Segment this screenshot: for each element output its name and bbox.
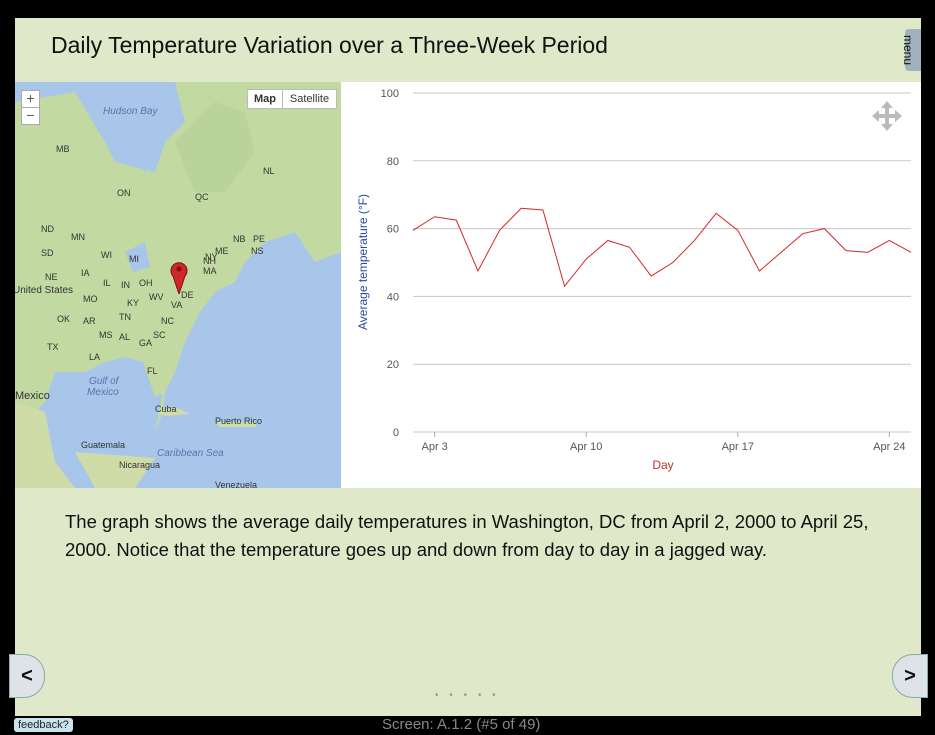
menu-tab[interactable]: menu (901, 29, 921, 71)
series-line (412, 207, 912, 288)
map-label: SC (153, 330, 166, 340)
map-label: NS (251, 246, 264, 256)
y-axis-ticks: 0 20 40 60 80 100 (381, 88, 399, 439)
map-label: MA (203, 266, 217, 276)
map-label: NC (161, 316, 174, 326)
page-title: Daily Temperature Variation over a Three… (51, 32, 608, 58)
y-tick-label: 100 (381, 88, 399, 100)
map-label: NY (205, 252, 218, 262)
map-label: MO (83, 294, 98, 304)
map-label-united-states: United States (15, 285, 74, 296)
map-label: VA (171, 300, 183, 310)
temperature-chart: 0 20 40 60 80 100 Apr 3 Apr 10 Apr 17 Apr 24 Day… (356, 88, 912, 472)
map-label-nicaragua: Nicaragua (119, 460, 161, 470)
chart-panel: 0 20 40 60 80 100 Apr 3 Apr 10 Apr 17 Apr 24 Day… (341, 82, 921, 488)
x-tick-label: Apr 3 (422, 441, 448, 453)
prev-button[interactable]: < (9, 654, 45, 698)
map-label: IL (103, 278, 111, 288)
satellite-view-button[interactable]: Satellite (282, 89, 337, 109)
map-land (15, 82, 341, 488)
map-label-caribbean: Caribbean Sea (157, 448, 224, 459)
map-label: QC (195, 192, 209, 202)
y-tick-label: 20 (387, 359, 399, 371)
map-label: MS (99, 330, 113, 340)
map-label: AR (83, 316, 96, 326)
map-label: DE (181, 290, 194, 300)
feedback-button[interactable]: feedback? (14, 718, 73, 732)
map-view-button[interactable]: Map (247, 89, 283, 109)
map-label: OH (139, 278, 153, 288)
x-axis-label: Day (652, 458, 673, 472)
lesson-frame: Daily Temperature Variation over a Three… (9, 18, 928, 716)
zoom-in-button[interactable]: + (21, 90, 40, 108)
x-tick-label: Apr 17 (722, 441, 754, 453)
y-tick-label: 80 (387, 156, 399, 168)
y-axis-label: Average temperature (°F) (356, 194, 370, 330)
chart-grid (413, 92, 911, 433)
map-label: GA (139, 338, 153, 348)
map-label-gulf: Gulf of (89, 376, 119, 387)
map-label: OK (57, 314, 71, 324)
next-button[interactable]: > (892, 654, 928, 698)
zoom-out-button[interactable]: − (21, 107, 40, 125)
location-pin-icon[interactable] (170, 260, 188, 294)
map-label: WI (101, 250, 112, 260)
screen-label: Screen: A.1.2 (#5 of 49) (382, 716, 541, 733)
map-label-gulf-mexico: Mexico (87, 387, 119, 398)
map-label: NL (263, 166, 275, 176)
map-label: TN (119, 312, 131, 322)
map-label: IA (81, 268, 90, 278)
menu-label: menu (901, 34, 916, 66)
map-label-cuba: Cuba (155, 404, 177, 414)
page-dots[interactable]: • • • • • (435, 690, 500, 701)
map-label: NB (233, 234, 246, 244)
map-label: AL (119, 332, 131, 342)
map-label: FL (147, 366, 158, 376)
map-label-puerto-rico: Puerto Rico (215, 416, 263, 426)
map-label: NH (203, 256, 216, 266)
map-label: TX (47, 342, 59, 352)
x-tick-label: Apr 24 (873, 441, 905, 453)
map-label: ND (41, 224, 54, 234)
description-text: The graph shows the average daily temper… (65, 511, 869, 560)
map-label: NE (45, 272, 58, 282)
map-label: LA (89, 352, 101, 362)
map-panel[interactable]: + − Map Satellite Hudson Bay MB ON QC NL… (15, 82, 341, 488)
map-label: KY (127, 298, 140, 308)
map-label-venezuela: Venezuela (215, 480, 258, 488)
move-arrows-icon[interactable] (872, 101, 902, 131)
map-label-hudson-bay: Hudson Bay (103, 106, 158, 117)
map-label-guatemala: Guatemala (81, 440, 126, 450)
map-label: MI (129, 254, 139, 264)
map-label-mexico: Mexico (15, 390, 50, 402)
x-tick-label: Apr 10 (570, 441, 602, 453)
map-label: ON (117, 188, 131, 198)
chart-series (412, 207, 912, 288)
map-label: PE (253, 234, 266, 244)
y-tick-label: 0 (393, 427, 399, 439)
map-label: SD (41, 248, 54, 258)
y-tick-label: 60 (387, 224, 399, 236)
map-label: WV (149, 292, 164, 302)
map-label: IN (121, 280, 130, 290)
y-tick-label: 40 (387, 291, 399, 303)
x-axis-ticks: Apr 3 Apr 10 Apr 17 Apr 24 (422, 432, 906, 453)
map-label: MB (56, 144, 70, 154)
map-label: MN (71, 232, 85, 242)
map-label: ME (215, 246, 229, 256)
